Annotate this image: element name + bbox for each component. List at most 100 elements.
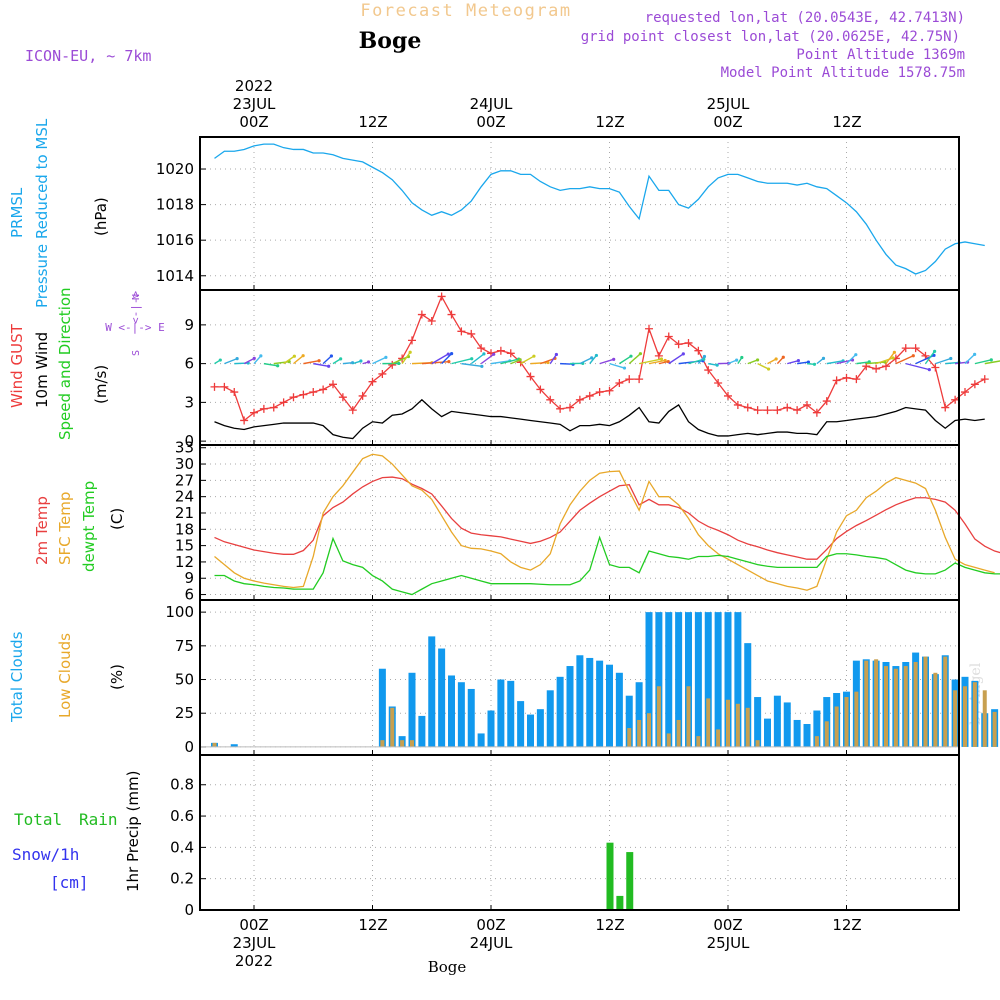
gust-point bbox=[822, 397, 831, 406]
series-dewpt-temp bbox=[214, 535, 1000, 596]
total-cloud-bar bbox=[803, 724, 811, 747]
low-cloud-bar bbox=[963, 686, 967, 747]
total-cloud-bar bbox=[783, 702, 791, 747]
gust-point bbox=[240, 416, 249, 425]
wind-arrow bbox=[846, 354, 857, 365]
gust-point bbox=[872, 364, 881, 373]
wind-arrow bbox=[797, 361, 809, 365]
ytick-label-7: 27 bbox=[175, 471, 194, 489]
requested-coords: requested lon,lat (20.0543E, 42.7413N) bbox=[645, 10, 965, 26]
wind-arrow-head bbox=[218, 358, 222, 362]
panel-frame-1 bbox=[199, 136, 960, 291]
wind-speed-dir-label: Speed and Direction bbox=[56, 287, 74, 440]
total-cloud-bar bbox=[230, 744, 238, 747]
total-cloud-bar bbox=[457, 682, 465, 747]
wind-arrow bbox=[945, 361, 960, 365]
low-cloud-bar bbox=[390, 707, 395, 747]
ytick-label-3: 75 bbox=[175, 637, 194, 655]
rain-label: Rain bbox=[79, 810, 118, 829]
ytick-label-4: 0.8 bbox=[170, 776, 194, 794]
panel-2: 0 3 6 9 bbox=[184, 289, 1000, 450]
wind-arrow bbox=[530, 361, 549, 365]
wind-arrow bbox=[470, 353, 485, 365]
wind-arrow bbox=[668, 353, 684, 365]
gust-point bbox=[467, 329, 476, 338]
wind-arrow bbox=[599, 358, 614, 365]
series-10m-wind bbox=[214, 398, 985, 440]
ytick-label-0: 0 bbox=[184, 432, 194, 450]
low-cloud-bar bbox=[410, 740, 414, 747]
sfc-temp-label: SFC Temp bbox=[56, 492, 74, 565]
wind-arrow-head bbox=[450, 352, 454, 356]
total-cloud-bar bbox=[408, 672, 416, 747]
wind-label: 10m Wind bbox=[33, 332, 51, 408]
wind-arrow-head bbox=[681, 352, 685, 356]
ytick-label-6: 24 bbox=[175, 488, 194, 506]
panel1-labels: PRMSL Pressure Reduced to MSL (hPa) bbox=[8, 118, 110, 308]
gust-point bbox=[832, 376, 841, 385]
gust-point bbox=[556, 404, 565, 413]
gust-point bbox=[664, 332, 673, 341]
wind-arrow-head bbox=[329, 354, 334, 358]
point-altitude: Point Altitude 1369m bbox=[796, 47, 965, 63]
gust-point bbox=[269, 403, 278, 412]
wind-arrow-head bbox=[891, 356, 895, 360]
low-cloud-bar bbox=[844, 697, 849, 747]
wind-arrow-head bbox=[755, 358, 760, 362]
ytick-label-0: 0 bbox=[184, 901, 194, 919]
gust-point bbox=[496, 346, 505, 355]
wind-arrow-head bbox=[949, 356, 953, 361]
wind-arrow bbox=[243, 357, 255, 365]
total-cloud-bar bbox=[793, 719, 801, 747]
low-cloud-bar bbox=[696, 736, 701, 747]
low-cloud-bar bbox=[647, 713, 651, 747]
gust-point bbox=[901, 344, 910, 353]
gust-point bbox=[338, 393, 347, 402]
gust-point bbox=[615, 379, 624, 387]
wind-arrow bbox=[313, 362, 329, 367]
wind-arrow-head bbox=[492, 352, 496, 356]
series-wind-gust bbox=[214, 294, 986, 422]
gust-point bbox=[358, 391, 367, 400]
wind-arrow-head bbox=[612, 357, 616, 361]
gust-point bbox=[674, 340, 683, 349]
gust-point bbox=[299, 390, 308, 399]
wind-arrow-head bbox=[259, 354, 263, 358]
series-prmsl bbox=[214, 143, 985, 275]
wind-arrow bbox=[747, 359, 758, 365]
total-cloud-bar bbox=[418, 715, 426, 747]
top-hour-1: 12Z bbox=[358, 113, 387, 131]
wind-arrow bbox=[510, 359, 521, 365]
wind-arrow-head bbox=[932, 353, 936, 357]
wind-arrow bbox=[648, 359, 666, 365]
ytick-label-5: 21 bbox=[175, 504, 194, 522]
low-cloud-bar bbox=[745, 707, 750, 747]
rain-bar-1 bbox=[616, 895, 624, 910]
wind-arrow-head bbox=[854, 353, 858, 357]
ytick-label-1: 3 bbox=[184, 393, 194, 411]
wind-arrow bbox=[638, 358, 662, 365]
ytick-label-3: 15 bbox=[175, 537, 194, 555]
total-cloud-bar bbox=[566, 666, 574, 747]
wind-arrow bbox=[401, 351, 411, 365]
low-cloud-bar bbox=[627, 728, 632, 747]
gust-point bbox=[417, 310, 426, 319]
total-cloud-bar bbox=[754, 697, 762, 747]
low-cloud-bar bbox=[864, 660, 869, 747]
wind-arrow-head bbox=[892, 350, 896, 354]
total-cloud-bar bbox=[477, 733, 485, 747]
wind-arrow-head bbox=[276, 364, 280, 368]
wind-arrow-head bbox=[359, 359, 363, 363]
wind-arrow bbox=[500, 358, 519, 365]
time-axis-top: 2022 23JUL 00Z 12Z 24JUL 00Z 12Z 25JUL 0… bbox=[233, 77, 862, 131]
compass-s: S bbox=[131, 350, 142, 356]
wind-arrow-head bbox=[933, 349, 937, 353]
gust-label: Wind GUST bbox=[8, 323, 26, 408]
total-cloud-bar bbox=[576, 655, 584, 747]
wind-arrow-head bbox=[532, 354, 536, 358]
dewpt-label: dewpt Temp bbox=[80, 481, 98, 572]
wind-arrow-head bbox=[408, 350, 412, 354]
gust-point bbox=[783, 403, 792, 412]
snow-unit: [cm] bbox=[50, 873, 89, 892]
gust-point bbox=[595, 388, 604, 397]
